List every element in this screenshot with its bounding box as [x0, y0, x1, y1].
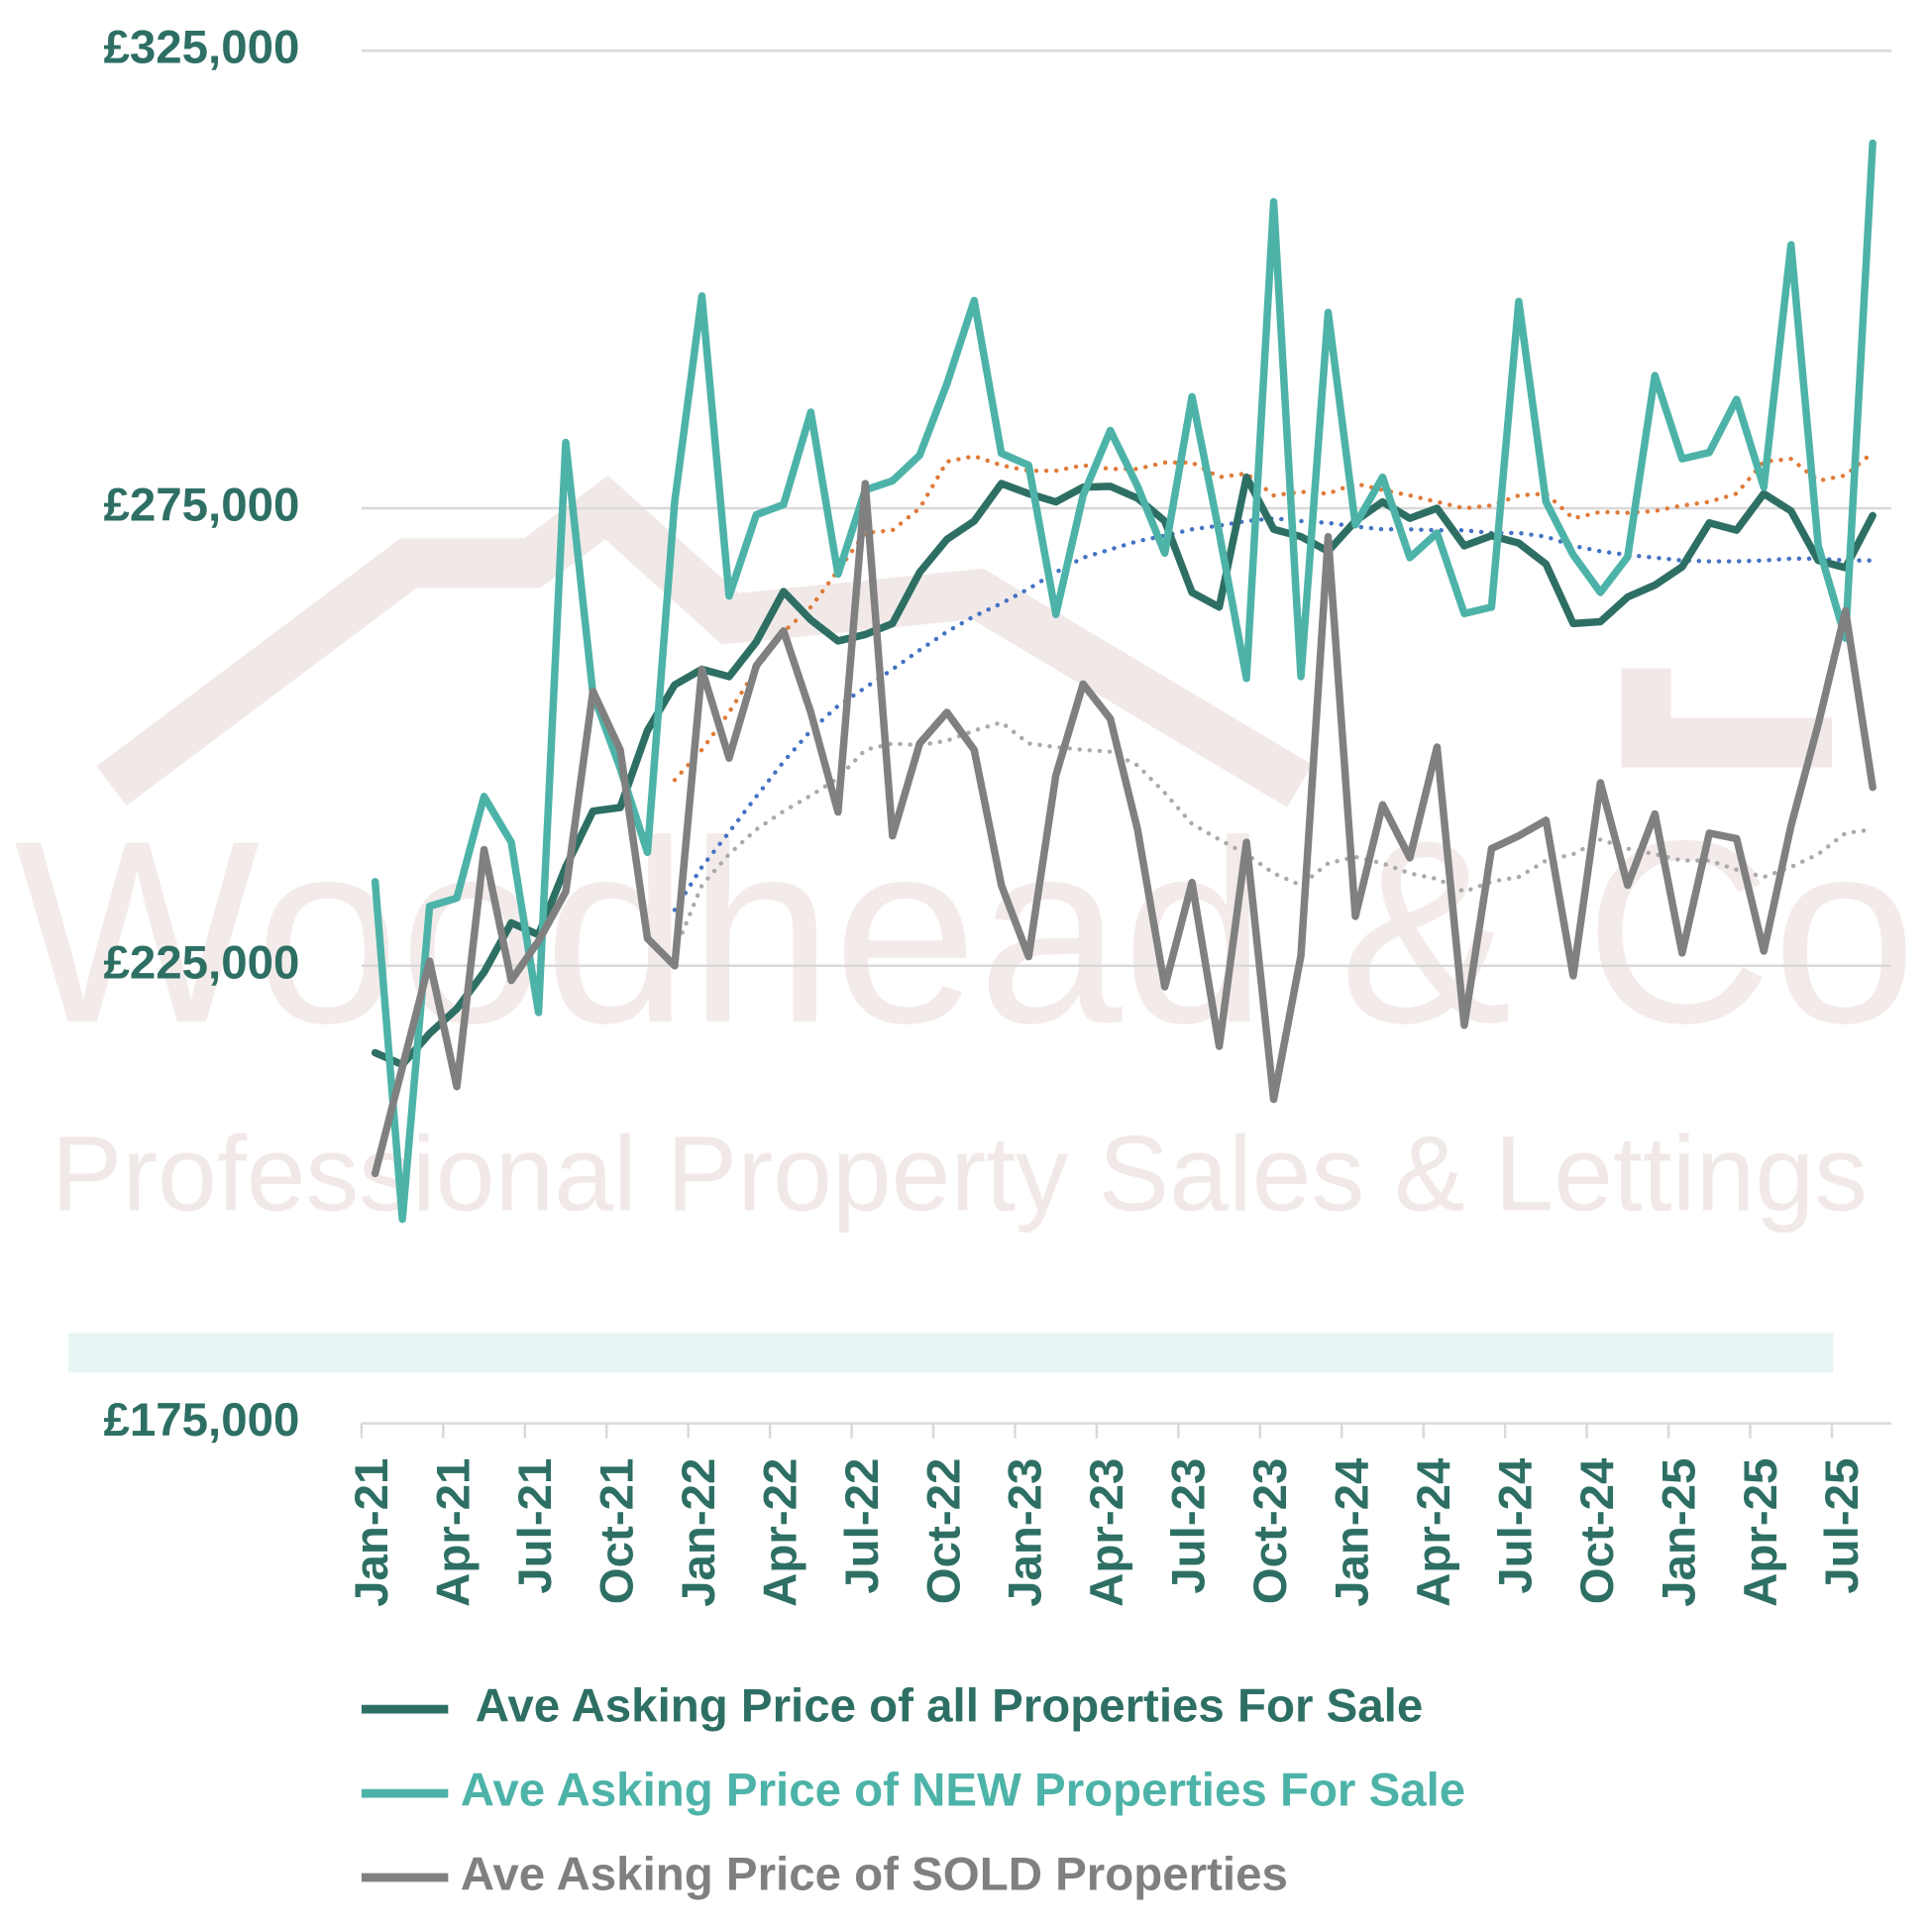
- x-tick-label: Jul-23: [1163, 1458, 1216, 1594]
- x-tick-label: Oct-21: [591, 1458, 644, 1605]
- x-tick-label: Oct-24: [1571, 1457, 1624, 1604]
- x-tick-label: Jul-25: [1816, 1458, 1869, 1594]
- x-tick-label: Jul-21: [509, 1458, 562, 1594]
- x-tick-label: Jan-25: [1653, 1458, 1705, 1607]
- legend-label: Ave Asking Price of SOLD Properties: [461, 1849, 1288, 1901]
- series-line: [371, 480, 1877, 1178]
- x-tick-label: Apr-25: [1735, 1458, 1787, 1607]
- x-tick-label: Jan-21: [346, 1458, 398, 1607]
- y-tick-label: £275,000: [103, 480, 299, 532]
- x-tick-label: Jul-24: [1489, 1457, 1542, 1594]
- watermark-band: [67, 1333, 1834, 1373]
- x-tick-label: Apr-22: [754, 1458, 806, 1607]
- y-tick-label: £225,000: [103, 936, 299, 989]
- x-tick-label: Apr-24: [1408, 1457, 1460, 1607]
- x-tick-label: Jul-22: [836, 1458, 889, 1594]
- x-tick-label: Jan-24: [1327, 1457, 1379, 1607]
- watermark-name: Woodhead & Co: [14, 787, 1916, 1077]
- legend-label: Ave Asking Price of NEW Properties For S…: [461, 1765, 1465, 1817]
- trend-line: [672, 450, 1876, 783]
- x-tick-label: Oct-22: [917, 1458, 970, 1605]
- y-tick-label: £175,000: [103, 1394, 299, 1447]
- watermark-tagline: Professional Property Sales & Lettings: [52, 1114, 1868, 1233]
- x-tick-label: Jan-23: [1000, 1458, 1052, 1607]
- x-tick-label: Apr-21: [428, 1458, 481, 1607]
- y-tick-label: £325,000: [103, 22, 299, 74]
- legend-label: Ave Asking Price of all Properties For S…: [476, 1680, 1423, 1733]
- x-tick-label: Apr-23: [1081, 1458, 1133, 1607]
- x-tick-label: Jan-22: [673, 1458, 725, 1607]
- x-tick-label: Oct-23: [1244, 1458, 1297, 1605]
